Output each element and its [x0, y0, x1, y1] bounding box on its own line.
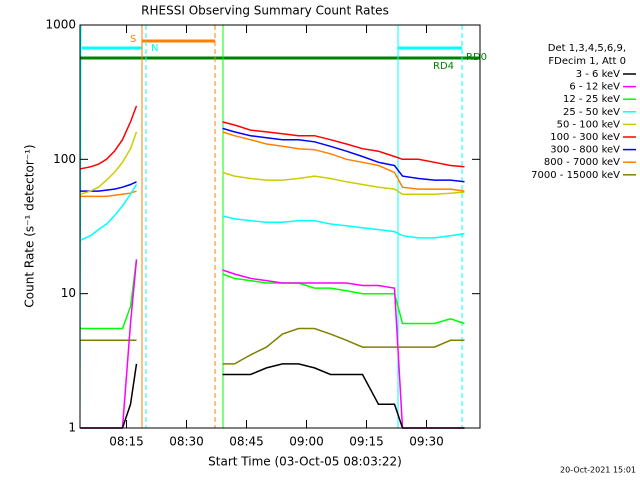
x-tick-label: 09:30 — [409, 435, 444, 449]
series-line — [80, 184, 465, 241]
legend-title: Det 1,3,4,5,6,9, — [548, 43, 626, 54]
y-tick-label: 100 — [53, 152, 76, 166]
legend-label: 50 - 100 keV — [557, 119, 621, 130]
annotation: N — [151, 43, 158, 54]
x-tick-label: 08:15 — [109, 435, 144, 449]
legend-label: 3 - 6 keV — [576, 69, 620, 80]
timestamp: 20-Oct-2021 15:01 — [560, 466, 636, 475]
series-line — [80, 363, 465, 429]
state-bars — [79, 24, 480, 429]
annotation: RD0 — [466, 52, 487, 63]
series-line — [80, 131, 465, 195]
legend-label: 100 - 300 keV — [550, 132, 620, 143]
y-tick-label: 10 — [61, 286, 76, 300]
legend-label: 6 - 12 keV — [569, 82, 620, 93]
legend-label: 25 - 50 keV — [563, 107, 620, 118]
legend-title: FDecim 1, Att 0 — [548, 56, 626, 67]
legend-label: 300 - 800 keV — [550, 145, 620, 156]
legend-label: 800 - 7000 keV — [544, 157, 620, 168]
y-tick-label: 1 — [68, 421, 76, 435]
x-tick-label: 09:15 — [349, 435, 384, 449]
series-line — [80, 259, 465, 330]
series-line — [80, 131, 465, 198]
series-line — [80, 259, 465, 429]
annotation: S — [130, 34, 136, 45]
y-axis-label: Count Rate (s⁻¹ detector⁻¹) — [23, 144, 37, 307]
legend-label: 12 - 25 keV — [563, 94, 620, 105]
x-tick-label: 08:30 — [169, 435, 204, 449]
series-line — [80, 105, 465, 170]
annotation: RD4 — [433, 61, 454, 72]
chart-title: RHESSI Observing Summary Count Rates — [141, 4, 389, 18]
x-axis-label: Start Time (03-Oct-05 08:03:22) — [208, 455, 402, 469]
x-tick-label: 08:45 — [229, 435, 264, 449]
y-tick-label: 1000 — [45, 18, 76, 32]
series-line — [80, 327, 465, 365]
legend-label: 7000 - 15000 keV — [531, 170, 620, 181]
plot-frame — [79, 24, 481, 429]
x-tick-label: 09:00 — [289, 435, 324, 449]
